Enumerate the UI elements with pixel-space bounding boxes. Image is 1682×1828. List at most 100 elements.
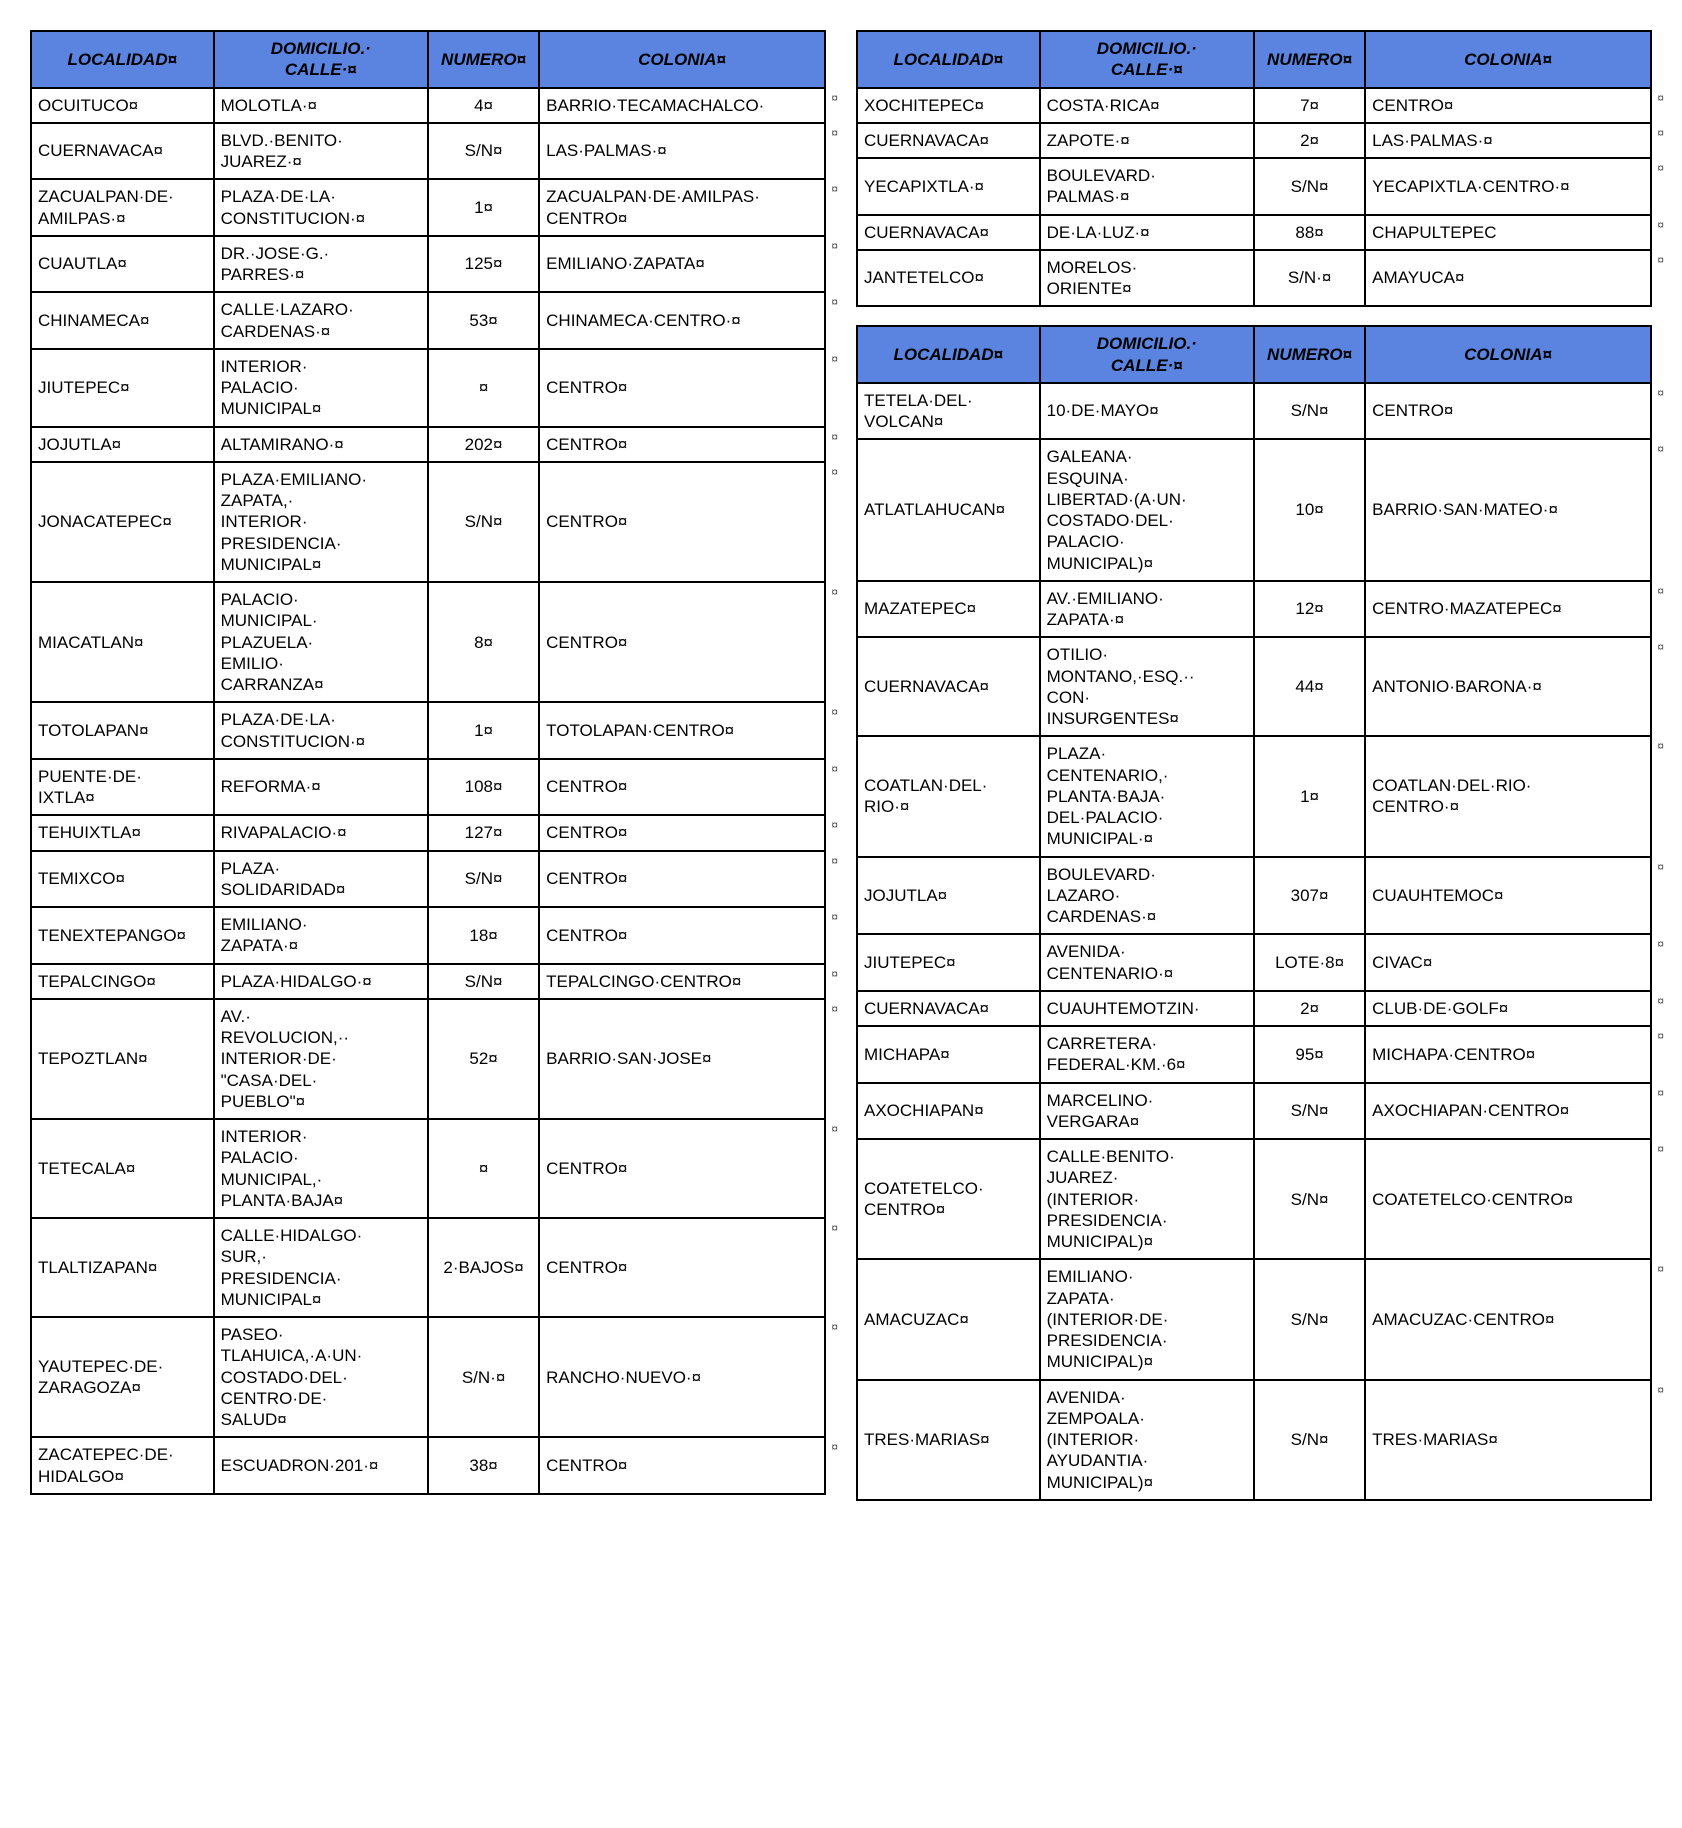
cell-localidad: TETECALA¤ <box>31 1119 214 1218</box>
cell-colonia: CENTRO·MAZATEPEC¤¤ <box>1365 581 1651 638</box>
cell-numero: 88¤ <box>1254 215 1365 250</box>
table-row: MAZATEPEC¤AV.·EMILIANO· ZAPATA·¤12¤CENTR… <box>857 581 1651 638</box>
table-row: TEPALCINGO¤PLAZA·HIDALGO·¤S/N¤TEPALCINGO… <box>31 964 825 999</box>
row-end-mark: ¤ <box>831 352 838 367</box>
cell-colonia: AXOCHIAPAN·CENTRO¤¤ <box>1365 1083 1651 1140</box>
cell-domicilio: CALLE·LAZARO· CARDENAS·¤ <box>214 292 428 349</box>
cell-domicilio: CARRETERA· FEDERAL·KM.·6¤ <box>1040 1026 1254 1083</box>
row-end-mark: ¤ <box>1657 1142 1664 1157</box>
cell-localidad: COATLAN·DEL· RIO·¤ <box>857 736 1040 856</box>
row-end-mark: ¤ <box>1657 126 1664 141</box>
table-row: MIACATLAN¤PALACIO· MUNICIPAL· PLAZUELA· … <box>31 582 825 702</box>
cell-localidad: CUERNAVACA¤ <box>857 991 1040 1026</box>
cell-numero: ¤ <box>428 1119 539 1218</box>
table-row: TETELA·DEL· VOLCAN¤10·DE·MAYO¤S/N¤CENTRO… <box>857 383 1651 440</box>
left-column: LOCALIDAD¤DOMICILIO.· CALLE·¤NUMERO¤COLO… <box>30 30 826 1513</box>
table-row: CUERNAVACA¤OTILIO· MONTANO,·ESQ.·· CON· … <box>857 637 1651 736</box>
table-row: JONACATEPEC¤PLAZA·EMILIANO· ZAPATA,· INT… <box>31 462 825 582</box>
cell-colonia: CENTRO¤¤ <box>539 1119 825 1218</box>
cell-localidad: TRES·MARIAS¤ <box>857 1380 1040 1500</box>
cell-domicilio: OTILIO· MONTANO,·ESQ.·· CON· INSURGENTES… <box>1040 637 1254 736</box>
table-row: AXOCHIAPAN¤MARCELINO· VERGARA¤S/N¤AXOCHI… <box>857 1083 1651 1140</box>
page-wrapper: LOCALIDAD¤DOMICILIO.· CALLE·¤NUMERO¤COLO… <box>30 30 1652 1519</box>
row-end-mark: ¤ <box>831 430 838 445</box>
cell-domicilio: PLAZA·DE·LA· CONSTITUCION·¤ <box>214 179 428 236</box>
table-row: TEHUIXTLA¤RIVAPALACIO·¤127¤CENTRO¤¤ <box>31 815 825 850</box>
cell-localidad: ZACATEPEC·DE· HIDALGO¤ <box>31 1437 214 1494</box>
cell-colonia: ANTONIO·BARONA·¤¤ <box>1365 637 1651 736</box>
cell-localidad: ATLATLAHUCAN¤ <box>857 439 1040 581</box>
cell-colonia: TRES·MARIAS¤¤ <box>1365 1380 1651 1500</box>
cell-domicilio: PLAZA·DE·LA· CONSTITUCION·¤ <box>214 702 428 759</box>
cell-localidad: CHINAMECA¤ <box>31 292 214 349</box>
column-header-localidad: LOCALIDAD¤ <box>857 326 1040 383</box>
table-row: OCUITUCO¤MOLOTLA·¤4¤BARRIO·TECAMACHALCO·… <box>31 88 825 123</box>
cell-colonia: TEPALCINGO·CENTRO¤¤ <box>539 964 825 999</box>
cell-domicilio: PALACIO· MUNICIPAL· PLAZUELA· EMILIO· CA… <box>214 582 428 702</box>
cell-numero: 52¤ <box>428 999 539 1119</box>
row-end-mark: ¤ <box>831 465 838 480</box>
cell-domicilio: EMILIANO· ZAPATA· (INTERIOR·DE· PRESIDEN… <box>1040 1259 1254 1379</box>
column-header-numero: NUMERO¤ <box>1254 326 1365 383</box>
cell-numero: S/N¤ <box>428 123 539 180</box>
cell-numero: 2·BAJOS¤ <box>428 1218 539 1317</box>
row-end-mark: ¤ <box>1657 386 1664 401</box>
cell-localidad: CUERNAVACA¤ <box>857 637 1040 736</box>
table-row: COATETELCO· CENTRO¤CALLE·BENITO· JUAREZ·… <box>857 1139 1651 1259</box>
cell-numero: LOTE·8¤ <box>1254 934 1365 991</box>
table-row: CUAUTLA¤DR.·JOSE·G.· PARRES·¤125¤EMILIAN… <box>31 236 825 293</box>
cell-numero: S/N¤ <box>1254 1259 1365 1379</box>
cell-numero: 1¤ <box>428 702 539 759</box>
cell-localidad: TEPOZTLAN¤ <box>31 999 214 1119</box>
data-table: LOCALIDAD¤DOMICILIO.· CALLE·¤NUMERO¤COLO… <box>856 30 1652 307</box>
cell-numero: S/N¤ <box>428 964 539 999</box>
column-header-colonia: COLONIA¤ <box>539 31 825 88</box>
cell-localidad: XOCHITEPEC¤ <box>857 88 1040 123</box>
row-end-mark: ¤ <box>1657 1029 1664 1044</box>
cell-numero: 95¤ <box>1254 1026 1365 1083</box>
right-column: LOCALIDAD¤DOMICILIO.· CALLE·¤NUMERO¤COLO… <box>856 30 1652 1519</box>
row-end-mark: ¤ <box>831 585 838 600</box>
row-end-mark: ¤ <box>1657 739 1664 754</box>
cell-domicilio: PLAZA· CENTENARIO,· PLANTA·BAJA· DEL·PAL… <box>1040 736 1254 856</box>
cell-numero: S/N·¤ <box>428 1317 539 1437</box>
cell-domicilio: 10·DE·MAYO¤ <box>1040 383 1254 440</box>
cell-numero: S/N¤ <box>1254 1083 1365 1140</box>
row-end-mark: ¤ <box>831 854 838 869</box>
cell-numero: 108¤ <box>428 759 539 816</box>
row-end-mark: ¤ <box>1657 442 1664 457</box>
cell-localidad: TEHUIXTLA¤ <box>31 815 214 850</box>
cell-localidad: PUENTE·DE· IXTLA¤ <box>31 759 214 816</box>
cell-colonia: COATLAN·DEL·RIO· CENTRO·¤¤ <box>1365 736 1651 856</box>
table-header-row: LOCALIDAD¤DOMICILIO.· CALLE·¤NUMERO¤COLO… <box>31 31 825 88</box>
cell-localidad: TEMIXCO¤ <box>31 851 214 908</box>
cell-numero: 1¤ <box>428 179 539 236</box>
cell-localidad: CUERNAVACA¤ <box>31 123 214 180</box>
table-row: TLALTIZAPAN¤CALLE·HIDALGO· SUR,· PRESIDE… <box>31 1218 825 1317</box>
cell-domicilio: ESCUADRON·201·¤ <box>214 1437 428 1494</box>
cell-colonia: LAS·PALMAS·¤¤ <box>1365 123 1651 158</box>
table-row: CUERNAVACA¤BLVD.·BENITO· JUAREZ·¤S/N¤LAS… <box>31 123 825 180</box>
column-header-colonia: COLONIA¤ <box>1365 31 1651 88</box>
cell-numero: S/N¤ <box>428 462 539 582</box>
cell-localidad: TETELA·DEL· VOLCAN¤ <box>857 383 1040 440</box>
row-end-mark: ¤ <box>1657 161 1664 176</box>
row-end-mark: ¤ <box>1657 584 1664 599</box>
cell-localidad: JONACATEPEC¤ <box>31 462 214 582</box>
row-end-mark: ¤ <box>831 239 838 254</box>
cell-numero: 18¤ <box>428 907 539 964</box>
table-row: JOJUTLA¤BOULEVARD· LAZARO· CARDENAS·¤307… <box>857 857 1651 935</box>
cell-numero: 44¤ <box>1254 637 1365 736</box>
cell-numero: 127¤ <box>428 815 539 850</box>
cell-colonia: CENTRO¤¤ <box>539 1437 825 1494</box>
cell-domicilio: BOULEVARD· PALMAS·¤ <box>1040 158 1254 215</box>
cell-numero: 2¤ <box>1254 991 1365 1026</box>
cell-domicilio: EMILIANO· ZAPATA·¤ <box>214 907 428 964</box>
cell-localidad: TLALTIZAPAN¤ <box>31 1218 214 1317</box>
cell-domicilio: MORELOS· ORIENTE¤ <box>1040 250 1254 307</box>
table-row: ZACATEPEC·DE· HIDALGO¤ESCUADRON·201·¤38¤… <box>31 1437 825 1494</box>
table-row: MICHAPA¤CARRETERA· FEDERAL·KM.·6¤95¤MICH… <box>857 1026 1651 1083</box>
cell-domicilio: PLAZA·HIDALGO·¤ <box>214 964 428 999</box>
row-end-mark: ¤ <box>1657 253 1664 268</box>
cell-colonia: CENTRO¤¤ <box>539 427 825 462</box>
